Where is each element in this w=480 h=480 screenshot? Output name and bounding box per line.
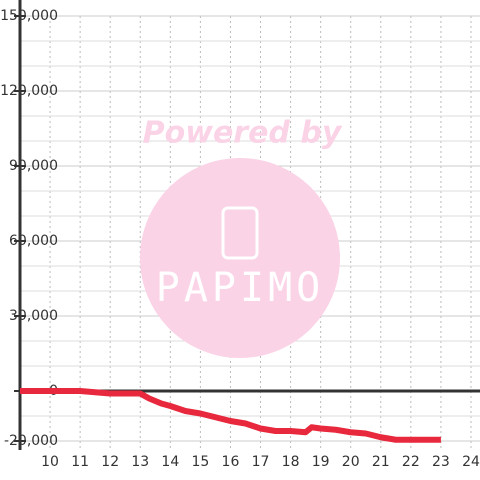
x-tick-label: 14	[161, 454, 179, 470]
x-tick-label: 17	[252, 454, 270, 470]
x-tick-label: 15	[191, 454, 209, 470]
watermark-text: Powered by	[143, 116, 343, 151]
x-tick-label: 21	[372, 454, 390, 470]
x-tick-label: 16	[222, 454, 240, 470]
x-tick-label: 20	[342, 454, 360, 470]
y-tick-label: 60,000	[9, 233, 58, 249]
x-tick-label: 13	[131, 454, 149, 470]
y-tick-label: 120,000	[0, 83, 58, 99]
x-tick-label: 10	[41, 454, 59, 470]
x-tick-label: 19	[312, 454, 330, 470]
x-tick-label: 23	[432, 454, 450, 470]
x-tick-label: 18	[282, 454, 300, 470]
x-tick-label: 24	[462, 454, 480, 470]
x-tick-label: 22	[402, 454, 420, 470]
watermark-icon	[221, 206, 259, 260]
watermark-logo: PAPIMO	[156, 265, 325, 311]
y-tick-label: 30,000	[9, 308, 58, 324]
x-tick-label: 11	[71, 454, 89, 470]
line-series	[20, 388, 441, 443]
x-tick-label: 12	[101, 454, 119, 470]
y-tick-label: -20,000	[4, 433, 58, 449]
y-tick-label: 90,000	[9, 158, 58, 174]
y-tick-label: 150,000	[0, 8, 58, 24]
